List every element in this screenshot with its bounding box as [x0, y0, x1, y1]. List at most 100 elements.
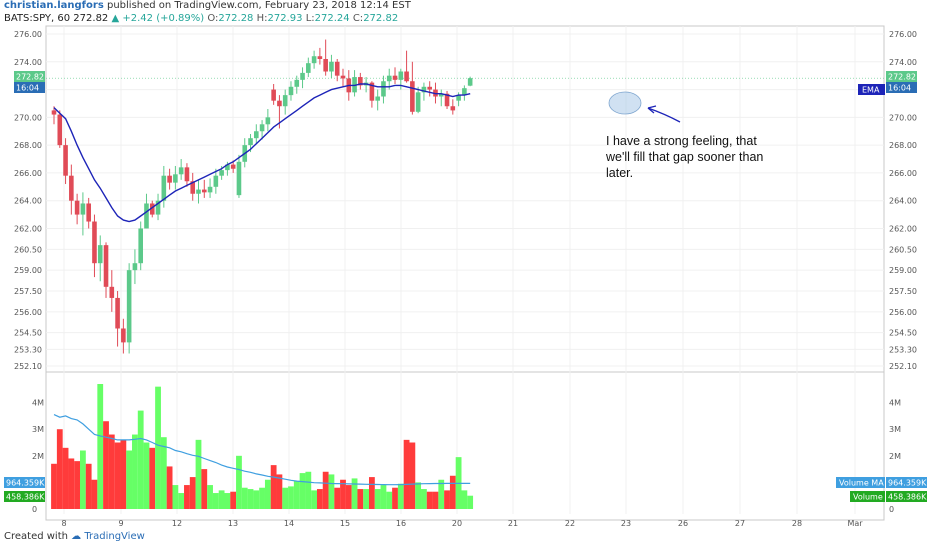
volume-ma-line [53, 414, 471, 486]
candle-body [358, 77, 363, 86]
plot-border [45, 25, 885, 521]
volume-bar [212, 493, 219, 509]
volume-bar [282, 487, 289, 509]
volume-bar [409, 442, 416, 509]
candle-body [271, 89, 276, 101]
annotation-arrow-icon[interactable] [647, 107, 681, 123]
left-countdown-text: 16:04 [16, 84, 39, 93]
candle-body [207, 186, 213, 193]
volume-bar [270, 465, 277, 509]
volume-bar [340, 479, 346, 509]
price-tick-label: 274.00 [14, 58, 42, 67]
created-with-text: Created with [4, 531, 68, 542]
candle-body [340, 75, 346, 79]
candle-body [334, 61, 340, 76]
candle-body [415, 92, 421, 112]
time-tick-label: 20 [452, 519, 462, 528]
candle-body [196, 189, 201, 194]
volume-bar [345, 485, 352, 509]
price-tick-label: 253.30 [889, 345, 917, 354]
volume-bar [120, 439, 127, 509]
candle-body [138, 228, 143, 264]
candle-body [230, 164, 236, 169]
volume-bar [415, 482, 422, 509]
volume-bar [189, 477, 196, 509]
volume-bar [293, 481, 300, 509]
price-tick-label: 257.50 [14, 287, 42, 296]
price-tick-label: 256.00 [14, 308, 42, 317]
candle-body [149, 203, 155, 215]
volume-bar [132, 434, 138, 509]
last-price: 272.82 [73, 13, 109, 24]
candle-body [178, 167, 184, 175]
candle-body [201, 189, 207, 193]
volume-tick-label: 4M [32, 399, 44, 408]
volume-bar [155, 386, 161, 509]
volume-bar [178, 493, 185, 509]
candle-body [259, 124, 265, 132]
candle-body [398, 71, 404, 80]
volume-bar [386, 491, 393, 509]
annotation-line-3[interactable]: later. [606, 166, 633, 180]
gap-highlight-ellipse[interactable] [608, 91, 642, 115]
time-axis: 8 9 12 13 14 15 16 20 21 22 23 26 27 28 Mar [61, 519, 863, 528]
volume-bar [421, 489, 427, 509]
candle-body [467, 78, 473, 86]
candle-body [386, 75, 392, 82]
candle-body [317, 56, 323, 60]
candle-body [225, 164, 230, 171]
volume-bar [311, 490, 317, 509]
tradingview-logo-icon[interactable]: ☁ [71, 531, 82, 542]
tradingview-brand[interactable]: TradingView [84, 531, 145, 542]
volume-bar [236, 455, 242, 509]
volume-bar [357, 489, 364, 509]
volume-bar [351, 478, 358, 509]
left-countdown-tag [14, 82, 45, 93]
volume-label-tag [850, 491, 885, 502]
annotation-line-1[interactable]: I have a strong feeling, that [606, 134, 757, 148]
low-value: 272.24 [314, 13, 350, 24]
time-tick-label: 28 [792, 519, 802, 528]
candle-body [190, 181, 196, 194]
price-tick-label: 260.50 [889, 245, 917, 254]
left-price-tag [14, 71, 45, 82]
time-tick-label: 15 [340, 519, 350, 528]
candle-body [51, 110, 57, 115]
volume-bar [172, 485, 179, 509]
volume-bar [56, 429, 63, 509]
price-tick-label: 266.00 [14, 169, 42, 178]
volume-tick-label: 4M [889, 399, 901, 408]
volume-bar [201, 469, 208, 509]
volume-bar [68, 458, 75, 509]
up-arrow-icon: ▲ [111, 13, 120, 24]
volume-bar [143, 442, 150, 509]
volume-bar [299, 473, 306, 509]
footer: Created with ☁ TradingView [4, 531, 145, 542]
price-tick-label: 268.00 [14, 141, 42, 150]
volume-bar [184, 485, 190, 509]
candle-body [126, 270, 132, 343]
volume-tags: 964.359K 458.386K Volume MA 964.359K Vol… [4, 477, 927, 502]
volume-bar [426, 491, 433, 509]
volume-bar [305, 471, 312, 509]
volume-bar [166, 466, 173, 509]
time-tick-label: 21 [508, 519, 518, 528]
author-name[interactable]: christian.langfors [4, 0, 104, 11]
annotation-line-2[interactable]: we'll fill that gap sooner than [605, 150, 763, 164]
volume-bar [444, 490, 450, 509]
price-tick-label: 254.50 [14, 329, 42, 338]
price-tick-label: 276.00 [889, 30, 917, 39]
candle-body [282, 95, 288, 107]
volume-bar [247, 489, 254, 509]
candle-body [109, 286, 115, 298]
volume-bar [207, 485, 213, 509]
volume-bar [467, 495, 474, 509]
volume-tick-label: 3M [889, 425, 901, 434]
candle-body [444, 93, 450, 107]
close-label: C: [352, 13, 364, 24]
volume-bar [230, 491, 237, 509]
left-price-tags: 272.82 16:04 [14, 71, 45, 93]
volume-tick-label: 2M [32, 452, 44, 461]
volume-bar [126, 450, 133, 509]
